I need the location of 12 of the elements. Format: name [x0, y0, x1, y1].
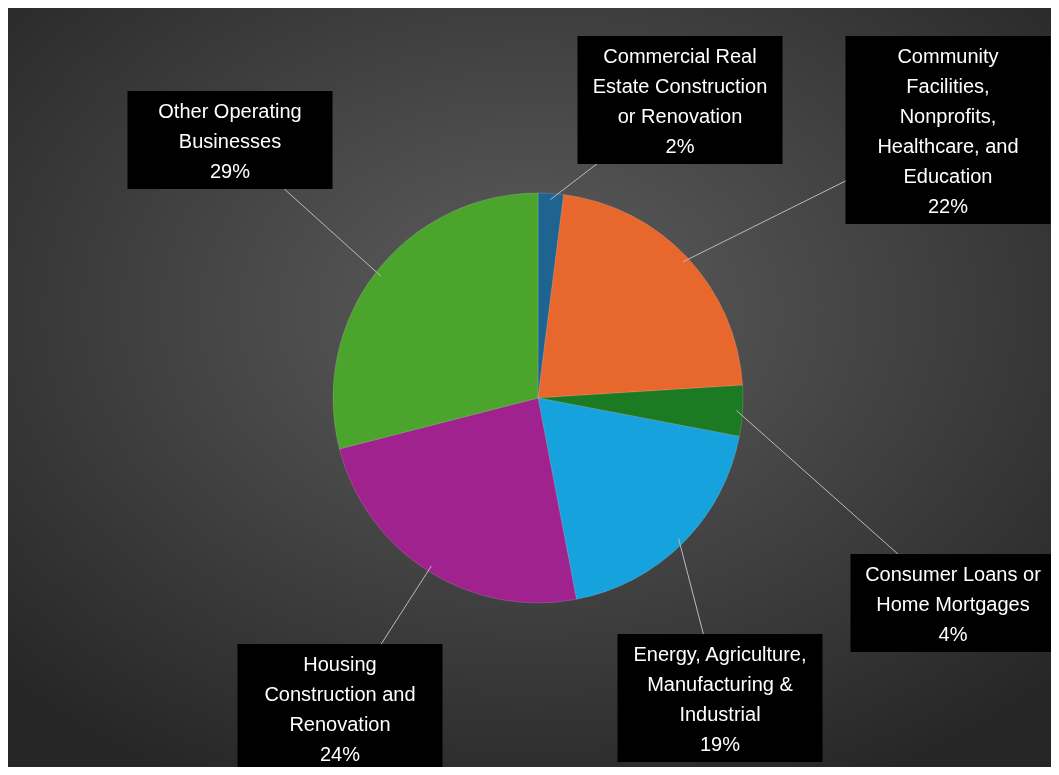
slice-label: Commercial Real Estate Construction or Renovation	[592, 45, 768, 127]
data-label: 2%	[665, 135, 695, 157]
slice-label: Housing Construction and Renovation	[264, 653, 416, 735]
data-label: 29%	[209, 160, 251, 182]
slice-label: Community Facilities, Nonprofits, Healthcare, and Education	[877, 45, 1019, 187]
slice-label: Consumer Loans or Home Mortgages	[865, 563, 1042, 615]
data-label: 24%	[319, 743, 361, 765]
data-label: 22%	[927, 195, 969, 217]
slice-label: Other Operating Businesses	[158, 100, 302, 152]
data-label: 19%	[699, 733, 741, 755]
slice-label: Energy, Agriculture, Manufacturing & Industrial	[633, 643, 807, 725]
data-label: 4%	[938, 623, 968, 645]
